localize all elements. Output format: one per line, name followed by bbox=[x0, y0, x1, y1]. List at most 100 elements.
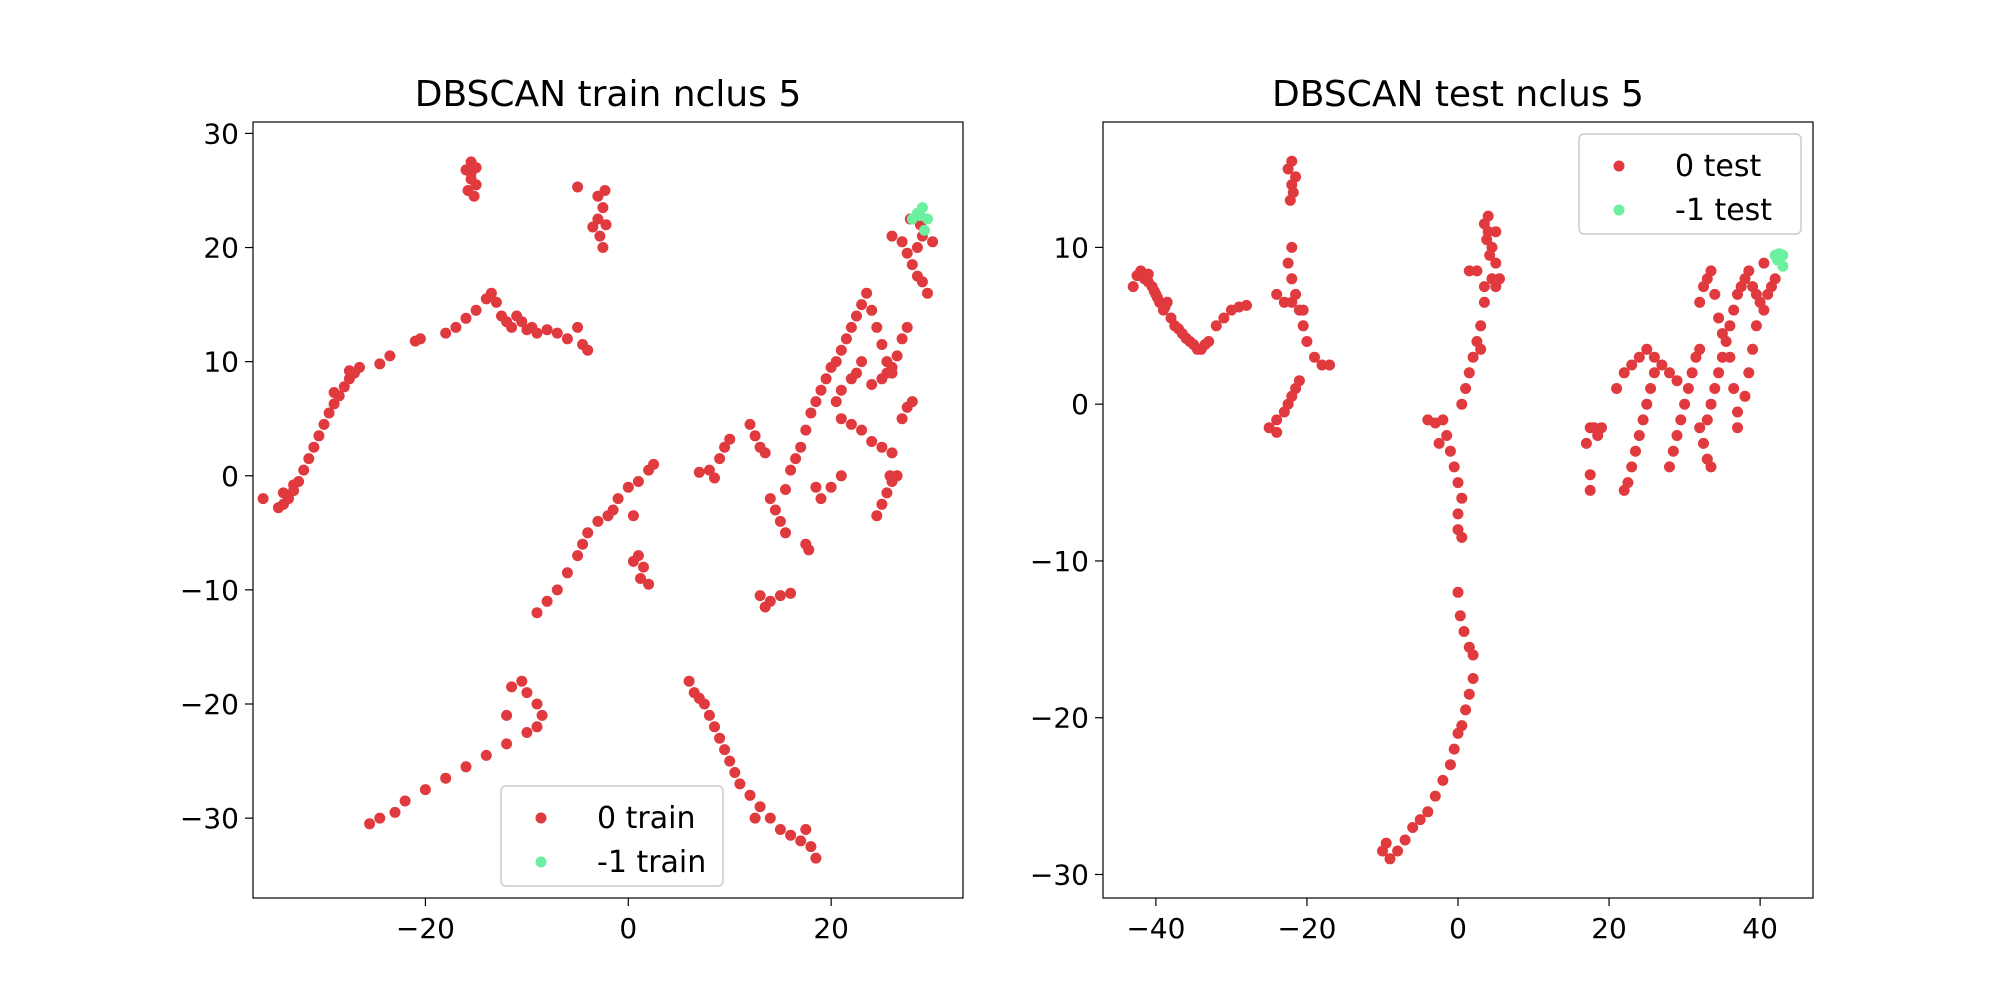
data-point-cluster-0 bbox=[729, 767, 741, 778]
data-point-cluster-0 bbox=[764, 812, 776, 824]
data-point-cluster-0 bbox=[592, 515, 604, 527]
data-point-cluster-0 bbox=[572, 181, 584, 193]
data-point-cluster-0 bbox=[759, 447, 771, 459]
data-point-cluster-0 bbox=[866, 304, 878, 316]
data-point-cluster-0 bbox=[572, 550, 584, 562]
legend-label: 0 train bbox=[597, 801, 695, 836]
data-point-cluster-0 bbox=[1456, 398, 1468, 410]
data-point-cluster-0 bbox=[1467, 649, 1479, 661]
x-tick-label: 0 bbox=[619, 912, 637, 945]
data-point-cluster-0 bbox=[703, 464, 715, 476]
data-point-cluster-0 bbox=[1682, 383, 1694, 394]
data-point-cluster-0 bbox=[1584, 469, 1596, 481]
data-point-cluster-0 bbox=[835, 470, 847, 482]
legend-label: -1 train bbox=[597, 845, 706, 880]
data-point-cluster-0 bbox=[790, 453, 802, 465]
data-point-cluster-0 bbox=[916, 276, 928, 288]
data-point-cluster-0 bbox=[328, 387, 340, 398]
data-point-cluster-0 bbox=[1584, 484, 1596, 496]
data-point-cluster-0 bbox=[866, 379, 878, 390]
data-point-cluster-0 bbox=[1656, 359, 1668, 371]
data-point-cluster-0 bbox=[803, 544, 815, 556]
data-point-cluster-0 bbox=[749, 812, 761, 824]
data-point-cluster-0 bbox=[612, 493, 624, 505]
data-point-noise bbox=[919, 224, 930, 236]
data-point-cluster-0 bbox=[1290, 383, 1302, 394]
data-point-cluster-0 bbox=[800, 424, 812, 436]
data-point-cluster-0 bbox=[1671, 430, 1683, 441]
data-point-cluster-0 bbox=[780, 484, 791, 495]
data-point-cluster-0 bbox=[1377, 845, 1388, 857]
legend-marker bbox=[1613, 160, 1625, 172]
data-point-cluster-0 bbox=[886, 447, 898, 459]
data-point-cluster-0 bbox=[1626, 461, 1638, 473]
data-point-cluster-0 bbox=[1463, 688, 1475, 700]
legend: 0 test -1 test bbox=[1578, 133, 1802, 235]
data-point-cluster-0 bbox=[257, 493, 269, 505]
data-point-cluster-0 bbox=[1478, 281, 1490, 293]
data-point-cluster-0 bbox=[582, 527, 594, 539]
data-point-cluster-0 bbox=[470, 179, 482, 191]
data-point-cluster-0 bbox=[490, 296, 502, 308]
y-tick-label: 0 bbox=[221, 460, 239, 493]
data-point-cluster-0 bbox=[516, 675, 528, 687]
data-point-cluster-0 bbox=[1637, 414, 1649, 426]
data-point-cluster-0 bbox=[881, 487, 893, 499]
data-point-cluster-0 bbox=[785, 464, 797, 476]
data-point-cluster-0 bbox=[749, 430, 761, 442]
data-point-cluster-0 bbox=[1724, 351, 1736, 363]
data-point-cluster-0 bbox=[840, 333, 852, 345]
data-point-cluster-0 bbox=[541, 595, 553, 607]
data-points bbox=[1127, 155, 1789, 865]
data-point-cluster-0 bbox=[886, 361, 898, 373]
data-point-cluster-0 bbox=[414, 333, 426, 345]
data-point-cluster-0 bbox=[343, 365, 355, 377]
data-point-cluster-0 bbox=[1282, 398, 1294, 410]
data-point-cluster-0 bbox=[886, 230, 898, 242]
data-point-cluster-0 bbox=[561, 567, 573, 579]
data-point-cluster-0 bbox=[805, 841, 817, 853]
data-point-cluster-0 bbox=[754, 801, 766, 813]
data-point-cluster-0 bbox=[871, 510, 883, 522]
y-tick-label: −20 bbox=[1030, 702, 1089, 735]
data-point-cluster-0 bbox=[896, 413, 908, 425]
data-point-cluster-0 bbox=[835, 384, 847, 396]
data-point-cluster-0 bbox=[1437, 414, 1449, 426]
data-point-cluster-0 bbox=[1271, 426, 1283, 438]
data-point-cluster-0 bbox=[835, 413, 847, 425]
y-tick-label: 0 bbox=[1071, 388, 1089, 421]
data-point-cluster-0 bbox=[521, 727, 533, 738]
data-point-cluster-0 bbox=[1611, 383, 1623, 394]
x-tick-label: 40 bbox=[1742, 912, 1778, 945]
data-point-cluster-0 bbox=[785, 829, 797, 841]
data-point-cluster-0 bbox=[384, 350, 396, 362]
chart-panel-0: DBSCAN train nclus 5 −20 0 20 −30 −20 −10 0 10 20… bbox=[180, 74, 964, 945]
data-point-cluster-0 bbox=[1705, 265, 1717, 277]
data-point-cluster-0 bbox=[754, 590, 766, 602]
data-point-cluster-0 bbox=[531, 607, 543, 619]
data-point-cluster-0 bbox=[1456, 492, 1468, 504]
data-point-cluster-0 bbox=[1452, 477, 1464, 489]
data-point-cluster-0 bbox=[1309, 351, 1320, 363]
data-point-cluster-0 bbox=[1664, 461, 1675, 473]
data-point-cluster-0 bbox=[1286, 273, 1298, 285]
data-points bbox=[257, 156, 939, 864]
y-tick-label: −30 bbox=[1030, 858, 1089, 891]
data-point-cluster-0 bbox=[876, 339, 888, 350]
data-point-cluster-0 bbox=[480, 749, 492, 761]
data-point-cluster-0 bbox=[1142, 268, 1154, 280]
data-point-cluster-0 bbox=[323, 407, 335, 419]
y-tick-label: 20 bbox=[203, 232, 239, 265]
data-point-cluster-0 bbox=[1463, 265, 1475, 277]
data-point-cluster-0 bbox=[1626, 359, 1638, 371]
data-point-cluster-0 bbox=[764, 595, 776, 607]
y-tick-label: −10 bbox=[1030, 545, 1089, 578]
data-point-cluster-0 bbox=[1384, 853, 1396, 865]
data-point-cluster-0 bbox=[298, 464, 310, 476]
x-tick-label: −20 bbox=[396, 912, 455, 945]
data-point-cluster-0 bbox=[587, 221, 599, 233]
data-point-cluster-0 bbox=[835, 344, 847, 356]
data-point-cluster-0 bbox=[599, 185, 611, 196]
data-point-cluster-0 bbox=[592, 213, 604, 225]
data-point-cluster-0 bbox=[440, 772, 452, 784]
